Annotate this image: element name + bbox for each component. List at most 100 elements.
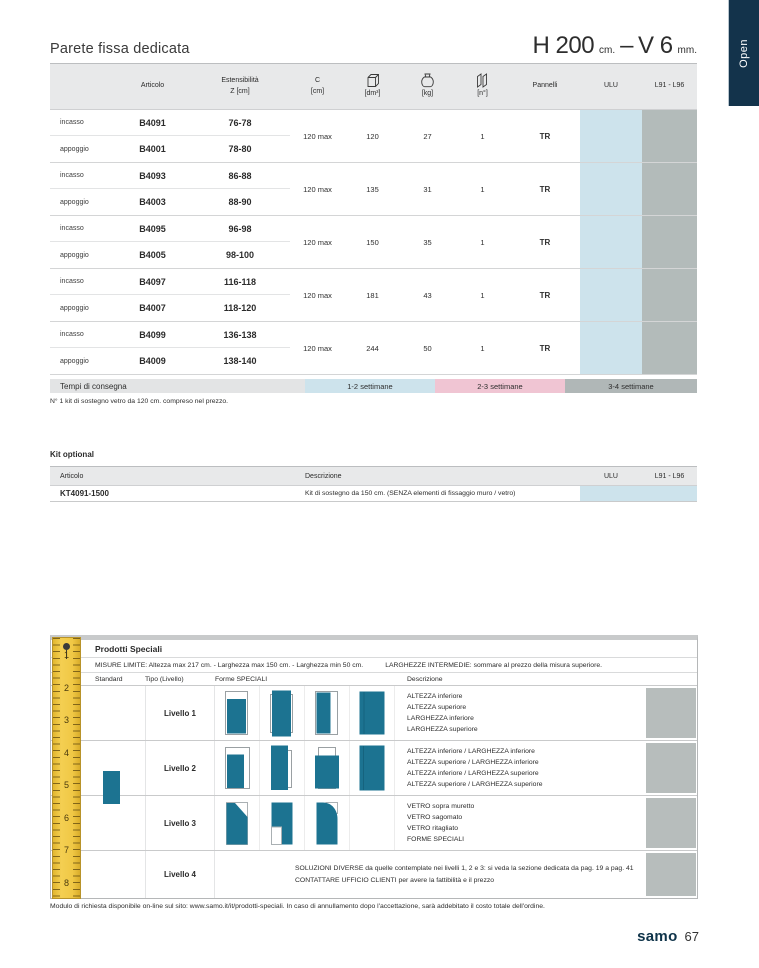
ruler-number: 5 bbox=[63, 780, 69, 790]
table-group: incasso B4093 86-88 appoggio B4003 88-90… bbox=[50, 163, 697, 216]
col-ulu: ULU bbox=[603, 82, 618, 90]
install-type: incasso bbox=[50, 163, 115, 189]
extensibility-range: 86-88 bbox=[190, 163, 290, 189]
prodotti-speciali-title: Prodotti Speciali bbox=[51, 640, 697, 658]
volume-value: 181 bbox=[366, 290, 379, 300]
kit-col-ulu: ULU bbox=[603, 472, 618, 480]
l91-l96-availability-band bbox=[642, 216, 697, 268]
c-value: 120 max bbox=[303, 131, 332, 141]
shape-vetro-sagomato bbox=[260, 796, 305, 850]
ruler-number: 2 bbox=[63, 683, 69, 693]
install-type: appoggio bbox=[60, 198, 89, 206]
table-group: incasso B4097 116-118 appoggio B4007 118… bbox=[50, 269, 697, 322]
col-weight: [kg] bbox=[400, 64, 455, 109]
article-code: B4093 bbox=[115, 163, 190, 189]
pin-icon bbox=[63, 643, 70, 659]
extensibility-range: 118-120 bbox=[223, 303, 257, 313]
c-value: 120 max bbox=[303, 290, 332, 300]
kit-col-descrizione: Descrizione bbox=[305, 472, 342, 480]
kit-col-articolo: Articolo bbox=[60, 472, 84, 480]
c-value: 120 max bbox=[303, 343, 332, 353]
col-c: C [cm] bbox=[290, 64, 345, 109]
price-cell-placeholder bbox=[646, 743, 696, 793]
page-number: 67 bbox=[684, 929, 699, 944]
ulu-availability-band bbox=[580, 486, 642, 501]
install-type: appoggio bbox=[60, 304, 89, 312]
extensibility-range: 96-98 bbox=[190, 216, 290, 242]
l91-l96-availability-band bbox=[642, 110, 697, 162]
extensibility-range: 76-78 bbox=[190, 110, 290, 136]
livello-2-row: Livello 2 ALTEZZA inferiore / LARGHEZZA … bbox=[51, 741, 697, 796]
livello-label: Livello 1 bbox=[145, 686, 215, 740]
weight-value: 27 bbox=[423, 131, 432, 141]
shape-alt-inf-larg-sup bbox=[305, 741, 350, 795]
ruler-number: 1 bbox=[63, 650, 69, 660]
volume-value: 150 bbox=[366, 237, 379, 247]
article-code: B4005 bbox=[139, 250, 166, 260]
delivery-times-label: Tempi di consegna bbox=[50, 379, 305, 393]
panels-count-value: 1 bbox=[480, 237, 485, 247]
measuring-tape-graphic: 1 2 3 4 5 6 7 8 bbox=[52, 637, 81, 899]
kit-col-l91-l96: L91 - L96 bbox=[654, 472, 685, 480]
col-estensibilita: Estensibilità Z [cm] bbox=[190, 64, 290, 109]
install-type: incasso bbox=[50, 269, 115, 295]
price-cell-placeholder bbox=[646, 853, 696, 896]
shape-alt-inf-larg-inf bbox=[215, 741, 260, 795]
panels-count-value: 1 bbox=[480, 184, 485, 194]
col-weight-unit: [kg] bbox=[421, 90, 434, 98]
weight-icon bbox=[421, 73, 434, 88]
article-code: B4091 bbox=[115, 110, 190, 136]
delivery-band-1-2-weeks: 1-2 settimane bbox=[305, 379, 435, 393]
tab-open-series[interactable]: Open bbox=[728, 0, 759, 106]
install-type: appoggio bbox=[60, 357, 89, 365]
delivery-times-bar: Tempi di consegna 1-2 settimane 2-3 sett… bbox=[50, 379, 697, 393]
panels-count-value: 1 bbox=[480, 343, 485, 353]
c-value: 120 max bbox=[303, 237, 332, 247]
brand-logo: samo bbox=[637, 928, 678, 945]
weight-value: 31 bbox=[423, 184, 432, 194]
install-type: incasso bbox=[50, 110, 115, 136]
article-code: B4003 bbox=[139, 197, 166, 207]
glass-panels-icon bbox=[477, 73, 487, 89]
panels-type-value: TR bbox=[539, 131, 551, 141]
ulu-availability-band bbox=[580, 110, 642, 162]
livello-description: ALTEZZA inferiore / LARGHEZZA inferiore … bbox=[407, 747, 543, 789]
col-tipo bbox=[50, 64, 115, 109]
volume-value: 135 bbox=[366, 184, 379, 194]
shape-empty bbox=[350, 796, 395, 850]
volume-value: 244 bbox=[366, 343, 379, 353]
dash: – bbox=[620, 32, 634, 59]
shape-vetro-ritagliato bbox=[305, 796, 350, 850]
limits-row: MISURE LIMITE: Altezza max 217 cm. - Lar… bbox=[51, 658, 697, 673]
col-tipo-livello: Tipo (Livello) bbox=[145, 675, 184, 683]
article-code: B4099 bbox=[115, 322, 190, 348]
ulu-availability-band bbox=[580, 216, 642, 268]
install-type: appoggio bbox=[60, 145, 89, 153]
ulu-availability-band bbox=[580, 322, 642, 374]
ruler-number: 3 bbox=[63, 715, 69, 725]
page-header: Parete fissa dedicata H 200 cm. – V 6 mm… bbox=[50, 32, 697, 60]
l91-l96-availability-band bbox=[642, 163, 697, 215]
ruler-number: 8 bbox=[63, 878, 69, 888]
weight-value: 35 bbox=[423, 237, 432, 247]
col-standard: Standard bbox=[95, 675, 123, 683]
install-type: appoggio bbox=[60, 251, 89, 259]
ruler-number: 6 bbox=[63, 813, 69, 823]
col-c-line2: [cm] bbox=[310, 87, 325, 95]
extensibility-range: 78-80 bbox=[228, 144, 252, 154]
extensibility-range: 136-138 bbox=[190, 322, 290, 348]
col-panels-unit: [n°] bbox=[477, 90, 488, 98]
article-code: B4097 bbox=[115, 269, 190, 295]
article-code: B4001 bbox=[139, 144, 166, 154]
shape-alt-sup-larg-inf bbox=[260, 741, 305, 795]
livello-4-row: Livello 4 SOLUZIONI DIVERSE da quelle co… bbox=[51, 851, 697, 898]
panels-type-value: TR bbox=[539, 343, 551, 353]
larghezze-intermedie: LARGHEZZE INTERMEDIE: sommare al prezzo … bbox=[385, 661, 603, 669]
misure-limite: MISURE LIMITE: Altezza max 217 cm. - Lar… bbox=[95, 661, 364, 669]
delivery-band-3-4-weeks: 3-4 settimane bbox=[565, 379, 697, 393]
prodotti-speciali-header: Standard Tipo (Livello) Forme SPECIALI D… bbox=[51, 673, 697, 686]
shape-larghezza-inferiore bbox=[305, 686, 350, 740]
article-code: B4095 bbox=[115, 216, 190, 242]
dimension-spec: H 200 cm. – V 6 mm. bbox=[533, 32, 698, 60]
